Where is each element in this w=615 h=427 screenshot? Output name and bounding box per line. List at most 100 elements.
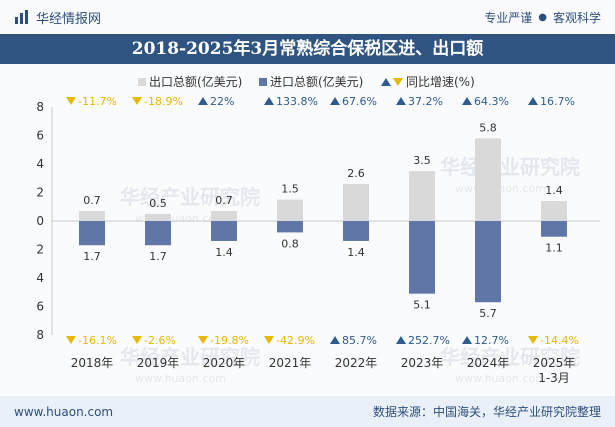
watermark-url: www.huaon.com bbox=[455, 372, 546, 385]
brand[interactable]: 华经情报网 bbox=[14, 8, 101, 27]
y-tick-label: 4 bbox=[36, 271, 44, 285]
data-labels: 0.7 1.7 0.5 1.7 0.7 1.4 1.5 0.8 2.6 1.4 3.5 5.1 5.8 5… bbox=[83, 121, 563, 320]
chart-svg: 华经产业研究院 www.huaon.com 华经产业研究院 www.huaon.com… bbox=[36, 74, 600, 385]
import-yoy-up-icon bbox=[396, 336, 406, 344]
footer-source: 数据来源：中国海关，华经产业研究院整理 bbox=[372, 405, 601, 419]
export-yoy-up-icon bbox=[264, 97, 274, 105]
import-yoy-label: -2.6% bbox=[144, 334, 176, 347]
import-yoy-label: 252.7% bbox=[408, 334, 450, 347]
x-axis-labels: 2018年 2019年 2020年 2021年 2022年 2023年 2024年 2025年… bbox=[71, 356, 576, 385]
footer: www.huaon.com 数据来源：中国海关，华经产业研究院整理 bbox=[0, 396, 615, 427]
watermark-text: 华经产业研究院 bbox=[440, 155, 580, 179]
export-value-label: 1.4 bbox=[545, 184, 563, 197]
legend-up-icon bbox=[381, 78, 391, 86]
import-yoy-up-icon bbox=[330, 336, 340, 344]
import-yoy-down-icon bbox=[66, 336, 76, 344]
export-yoy-up-icon bbox=[462, 97, 472, 105]
legend-down-icon bbox=[393, 78, 403, 86]
import-yoy-down-icon bbox=[132, 336, 142, 344]
legend: 出口总额(亿美元) 进口总额(亿美元) 同比增速(%) bbox=[138, 74, 475, 89]
import-yoy-label: -14.4% bbox=[540, 334, 579, 347]
export-bar bbox=[79, 211, 105, 221]
top-bar: 华经情报网 专业严谨 ● 客观科学 bbox=[0, 0, 615, 34]
export-bar bbox=[277, 199, 303, 221]
export-yoy-label: 37.2% bbox=[408, 95, 443, 108]
import-bar bbox=[343, 221, 369, 241]
export-yoy-label: -18.9% bbox=[144, 95, 183, 108]
import-yoy-label: -16.1% bbox=[78, 334, 117, 347]
slogan-dot: ● bbox=[538, 11, 547, 23]
watermark-text: 华经产业研究院 bbox=[440, 345, 580, 369]
y-tick-label: 0 bbox=[36, 214, 44, 228]
export-value-label: 0.7 bbox=[215, 194, 233, 207]
import-value-label: 5.1 bbox=[413, 299, 431, 312]
export-value-label: 1.5 bbox=[281, 183, 299, 196]
import-bar bbox=[277, 221, 303, 233]
x-tick-label: 2023年 bbox=[401, 356, 444, 370]
export-yoy-up-icon bbox=[198, 97, 208, 105]
import-bar bbox=[541, 221, 567, 237]
y-tick-label: 4 bbox=[36, 157, 44, 171]
y-tick-label: 8 bbox=[36, 100, 44, 114]
import-value-label: 1.7 bbox=[149, 250, 167, 263]
import-bar bbox=[475, 221, 501, 303]
export-bar bbox=[475, 138, 501, 221]
export-yoy-label: 22% bbox=[210, 95, 234, 108]
bars bbox=[79, 138, 567, 303]
export-yoy-label: 67.6% bbox=[342, 95, 377, 108]
x-tick-label: 2018年 bbox=[71, 356, 114, 370]
x-tick-label: 2021年 bbox=[269, 356, 312, 370]
export-bar bbox=[145, 213, 171, 221]
import-yoy-label: 12.7% bbox=[474, 334, 509, 347]
x-tick-label: 2022年 bbox=[335, 356, 378, 370]
legend-label-yoy: 同比增速(%) bbox=[406, 75, 475, 89]
import-value-label: 1.7 bbox=[83, 250, 101, 263]
watermarks: 华经产业研究院 www.huaon.com 华经产业研究院 www.huaon.com… bbox=[120, 155, 580, 385]
import-yoy-down-icon bbox=[264, 336, 274, 344]
import-yoy-label: -19.8% bbox=[210, 334, 249, 347]
slogan: 专业严谨 ● 客观科学 bbox=[484, 9, 601, 26]
y-tick-label: 6 bbox=[36, 129, 44, 143]
import-yoy-down-icon bbox=[198, 336, 208, 344]
slogan-left: 专业严谨 bbox=[484, 10, 533, 25]
y-tick-label: 2 bbox=[36, 243, 44, 257]
import-value-label: 1.4 bbox=[215, 246, 233, 259]
import-yoy-down-icon bbox=[528, 336, 538, 344]
export-yoy-down-icon bbox=[66, 97, 76, 105]
footer-url[interactable]: www.huaon.com bbox=[14, 404, 114, 419]
x-tick-label: 1-3月 bbox=[538, 371, 570, 385]
import-yoy-label: -42.9% bbox=[276, 334, 315, 347]
watermark-text: 华经产业研究院 bbox=[120, 345, 260, 369]
export-bar bbox=[409, 171, 435, 221]
y-tick-label: 6 bbox=[36, 300, 44, 314]
export-value-label: 3.5 bbox=[413, 154, 431, 167]
import-bar bbox=[145, 221, 171, 246]
x-tick-label: 2020年 bbox=[203, 356, 246, 370]
legend-swatch-export bbox=[138, 78, 146, 86]
watermark-text: 华经产业研究院 bbox=[120, 185, 260, 209]
export-bar bbox=[541, 201, 567, 221]
watermark-url: www.huaon.com bbox=[135, 372, 226, 385]
import-bar bbox=[409, 221, 435, 294]
export-yoy-label: 133.8% bbox=[276, 95, 318, 108]
export-yoy-label: -11.7% bbox=[78, 95, 117, 108]
import-yoy-up-icon bbox=[462, 336, 472, 344]
legend-label-import: 进口总额(亿美元) bbox=[270, 74, 363, 89]
yoy-labels: -11.7% -16.1% -18.9% -2.6% 22% -19.8% 133.8% -4… bbox=[66, 95, 579, 347]
x-tick-label: 2024年 bbox=[467, 356, 510, 370]
export-value-label: 0.7 bbox=[83, 194, 101, 207]
y-axis: 8 6 4 2 0 2 4 6 8 bbox=[36, 100, 600, 342]
x-tick-label: 2019年 bbox=[137, 356, 180, 370]
y-tick-label: 2 bbox=[36, 186, 44, 200]
legend-label-export: 出口总额(亿美元) bbox=[149, 74, 242, 89]
import-value-label: 5.7 bbox=[479, 307, 497, 320]
export-bar bbox=[211, 211, 237, 221]
import-bar bbox=[79, 221, 105, 246]
y-tick-label: 8 bbox=[36, 328, 44, 342]
import-value-label: 1.1 bbox=[545, 242, 563, 255]
export-bar bbox=[343, 183, 369, 221]
chart: 华经产业研究院 www.huaon.com 华经产业研究院 www.huaon.com… bbox=[0, 64, 615, 394]
import-yoy-label: 85.7% bbox=[342, 334, 377, 347]
chart-title: 2018-2025年3月常熟综合保税区进、出口额 bbox=[0, 34, 615, 64]
